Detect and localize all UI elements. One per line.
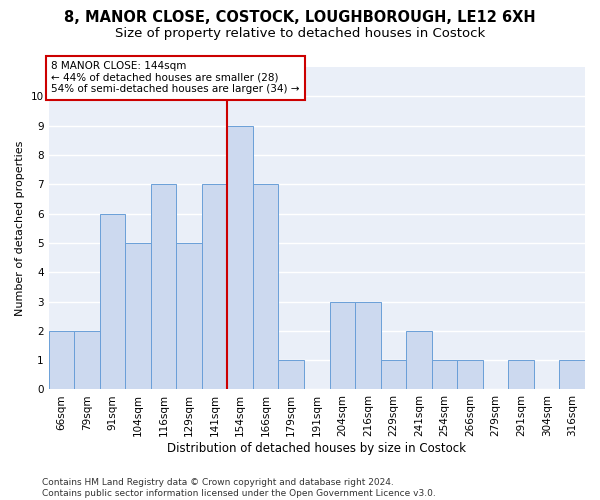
Bar xyxy=(176,243,202,390)
Bar xyxy=(406,331,432,390)
Y-axis label: Number of detached properties: Number of detached properties xyxy=(15,140,25,316)
X-axis label: Distribution of detached houses by size in Costock: Distribution of detached houses by size … xyxy=(167,442,466,455)
Text: Contains HM Land Registry data © Crown copyright and database right 2024.
Contai: Contains HM Land Registry data © Crown c… xyxy=(42,478,436,498)
Text: 8, MANOR CLOSE, COSTOCK, LOUGHBOROUGH, LE12 6XH: 8, MANOR CLOSE, COSTOCK, LOUGHBOROUGH, L… xyxy=(64,10,536,25)
Bar xyxy=(74,331,100,390)
Bar xyxy=(355,302,380,390)
Text: Size of property relative to detached houses in Costock: Size of property relative to detached ho… xyxy=(115,28,485,40)
Bar xyxy=(457,360,483,390)
Bar xyxy=(202,184,227,390)
Bar xyxy=(151,184,176,390)
Bar xyxy=(329,302,355,390)
Bar xyxy=(49,331,74,390)
Bar xyxy=(253,184,278,390)
Bar xyxy=(227,126,253,390)
Bar xyxy=(559,360,585,390)
Bar xyxy=(508,360,534,390)
Text: 8 MANOR CLOSE: 144sqm
← 44% of detached houses are smaller (28)
54% of semi-deta: 8 MANOR CLOSE: 144sqm ← 44% of detached … xyxy=(51,61,299,94)
Bar xyxy=(100,214,125,390)
Bar xyxy=(278,360,304,390)
Bar xyxy=(125,243,151,390)
Bar xyxy=(432,360,457,390)
Bar xyxy=(380,360,406,390)
